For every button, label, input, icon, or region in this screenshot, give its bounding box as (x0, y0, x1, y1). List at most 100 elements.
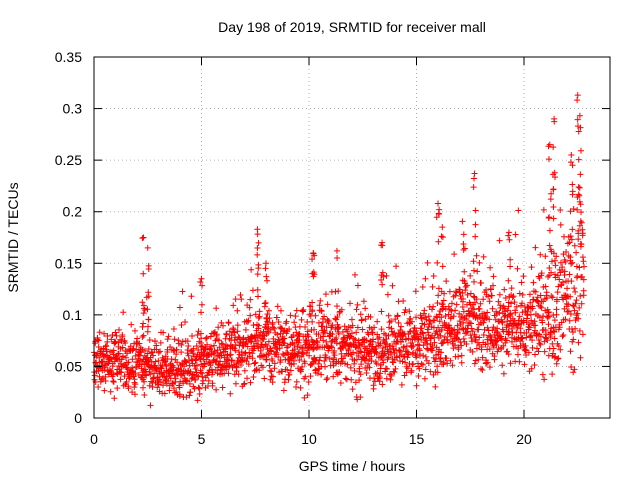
data-point (458, 352, 465, 359)
data-point (264, 328, 271, 335)
data-point (559, 333, 566, 340)
data-point (235, 371, 242, 378)
data-point (138, 349, 145, 356)
data-point (546, 264, 553, 271)
data-point (406, 308, 413, 315)
data-point (496, 309, 503, 316)
data-point (271, 360, 278, 367)
data-point (553, 311, 560, 318)
data-point (382, 332, 389, 339)
data-point (203, 334, 210, 341)
y-tick-label: 0.35 (55, 49, 82, 65)
data-point (230, 302, 237, 309)
data-point (567, 159, 574, 166)
data-point (439, 234, 446, 241)
data-point (466, 319, 473, 326)
data-point (336, 309, 343, 316)
data-point (295, 339, 302, 346)
data-point (311, 271, 318, 278)
data-point (299, 307, 306, 314)
data-point (223, 330, 230, 337)
data-point (348, 376, 355, 383)
data-point (415, 373, 422, 380)
data-point (408, 318, 415, 325)
data-point (507, 360, 514, 367)
data-point (429, 306, 436, 313)
data-point (196, 390, 203, 397)
x-tick-label: 5 (198, 431, 206, 447)
data-point (520, 317, 527, 324)
data-point (146, 336, 153, 343)
data-point (429, 347, 436, 354)
data-point (494, 329, 501, 336)
data-point (225, 370, 232, 377)
data-point (553, 360, 560, 367)
data-point (549, 371, 556, 378)
data-point (334, 254, 341, 261)
data-point (91, 372, 98, 379)
data-point (254, 337, 261, 344)
data-point (528, 264, 535, 271)
data-point (132, 381, 139, 388)
data-point (505, 328, 512, 335)
data-point (280, 328, 287, 335)
data-point (111, 395, 118, 402)
data-point (129, 356, 136, 363)
data-point (130, 373, 137, 380)
data-point (438, 288, 445, 295)
data-point (412, 288, 419, 295)
data-point (373, 360, 380, 367)
data-point (577, 354, 584, 361)
y-tick-label: 0 (74, 410, 82, 426)
data-point (525, 321, 532, 328)
data-point (128, 321, 135, 328)
data-point (211, 342, 218, 349)
data-point (140, 270, 147, 277)
data-point (152, 358, 159, 365)
data-point (538, 304, 545, 311)
data-point (157, 348, 164, 355)
data-point (508, 285, 515, 292)
data-point (422, 366, 429, 373)
data-point (120, 309, 127, 316)
data-point (226, 352, 233, 359)
data-point (575, 183, 582, 190)
data-point (476, 259, 483, 266)
data-point (187, 389, 194, 396)
data-point (195, 346, 202, 353)
data-point (528, 332, 535, 339)
data-point (474, 268, 481, 275)
data-point (541, 348, 548, 355)
data-point (374, 369, 381, 376)
data-point (379, 269, 386, 276)
data-point (317, 297, 324, 304)
data-point (526, 324, 533, 331)
data-point (388, 372, 395, 379)
data-point (476, 305, 483, 312)
data-point (234, 328, 241, 335)
data-point (362, 305, 369, 312)
data-point (215, 337, 222, 344)
data-point (452, 307, 459, 314)
data-point (192, 366, 199, 373)
data-point (192, 376, 199, 383)
data-point (423, 337, 430, 344)
data-point (307, 303, 314, 310)
data-point (164, 336, 171, 343)
data-point (301, 360, 308, 367)
data-point (247, 296, 254, 303)
data-point (499, 362, 506, 369)
data-point (145, 316, 152, 323)
data-point (551, 328, 558, 335)
data-point (448, 314, 455, 321)
data-point (363, 337, 370, 344)
data-point (374, 318, 381, 325)
data-point (197, 369, 204, 376)
data-point (579, 331, 586, 338)
data-point (557, 221, 564, 228)
data-point (471, 294, 478, 301)
data-point (286, 371, 293, 378)
data-point (575, 128, 582, 135)
data-point (324, 301, 331, 308)
data-point (485, 293, 492, 300)
